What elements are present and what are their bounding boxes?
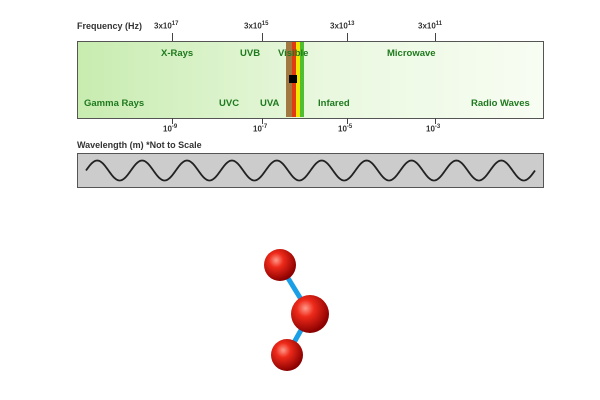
visible-strip-yellow	[296, 42, 300, 117]
wavelength-tick-label-1: 10-9	[163, 124, 178, 134]
frequency-tick-label-1: 3x1017	[154, 21, 179, 31]
wavelength-tick-label-2: 10-7	[253, 124, 268, 134]
water-molecule	[264, 249, 329, 371]
region-uvc: UVC	[219, 98, 240, 109]
region-infared: Infared	[318, 98, 350, 109]
region-gamma-rays: Gamma Rays	[84, 98, 145, 109]
atom-center	[291, 295, 329, 333]
frequency-tick-2	[262, 33, 263, 41]
wavelength-tick-4	[435, 118, 436, 124]
frequency-tick-1	[172, 33, 173, 41]
region-radio-waves: Radio Waves	[471, 98, 530, 109]
wavelength-tick-label-3: 10-5	[338, 124, 353, 134]
wavelength-tick-label-4: 10-3	[426, 124, 441, 134]
frequency-tick-3	[347, 33, 348, 41]
frequency-tick-4	[435, 33, 436, 41]
wavelength-tick-1	[172, 118, 173, 124]
region-uvb: UVB	[240, 48, 261, 59]
region-visible: Visible	[278, 48, 309, 59]
region-microwave: Microwave	[387, 48, 436, 59]
atom-top	[264, 249, 296, 281]
frequency-tick-label-4: 3x1011	[418, 21, 443, 31]
wavelength-tick-3	[347, 118, 348, 124]
frequency-tick-label-3: 3x1013	[330, 21, 355, 31]
region-x-rays: X-Rays	[161, 48, 194, 59]
wavelength-wave-box	[77, 153, 544, 188]
sine-wave	[85, 159, 536, 182]
region-uva: UVA	[260, 98, 280, 109]
visible-marker	[289, 75, 297, 83]
frequency-tick-label-2: 3x1015	[244, 21, 269, 31]
spectrum-band	[77, 41, 544, 119]
wavelength-axis-label: Wavelength (m) *Not to Scale	[77, 140, 202, 150]
wavelength-tick-2	[262, 118, 263, 124]
visible-strip-green	[300, 42, 304, 117]
frequency-axis-label: Frequency (Hz)	[77, 21, 143, 31]
atom-bottom	[271, 339, 303, 371]
